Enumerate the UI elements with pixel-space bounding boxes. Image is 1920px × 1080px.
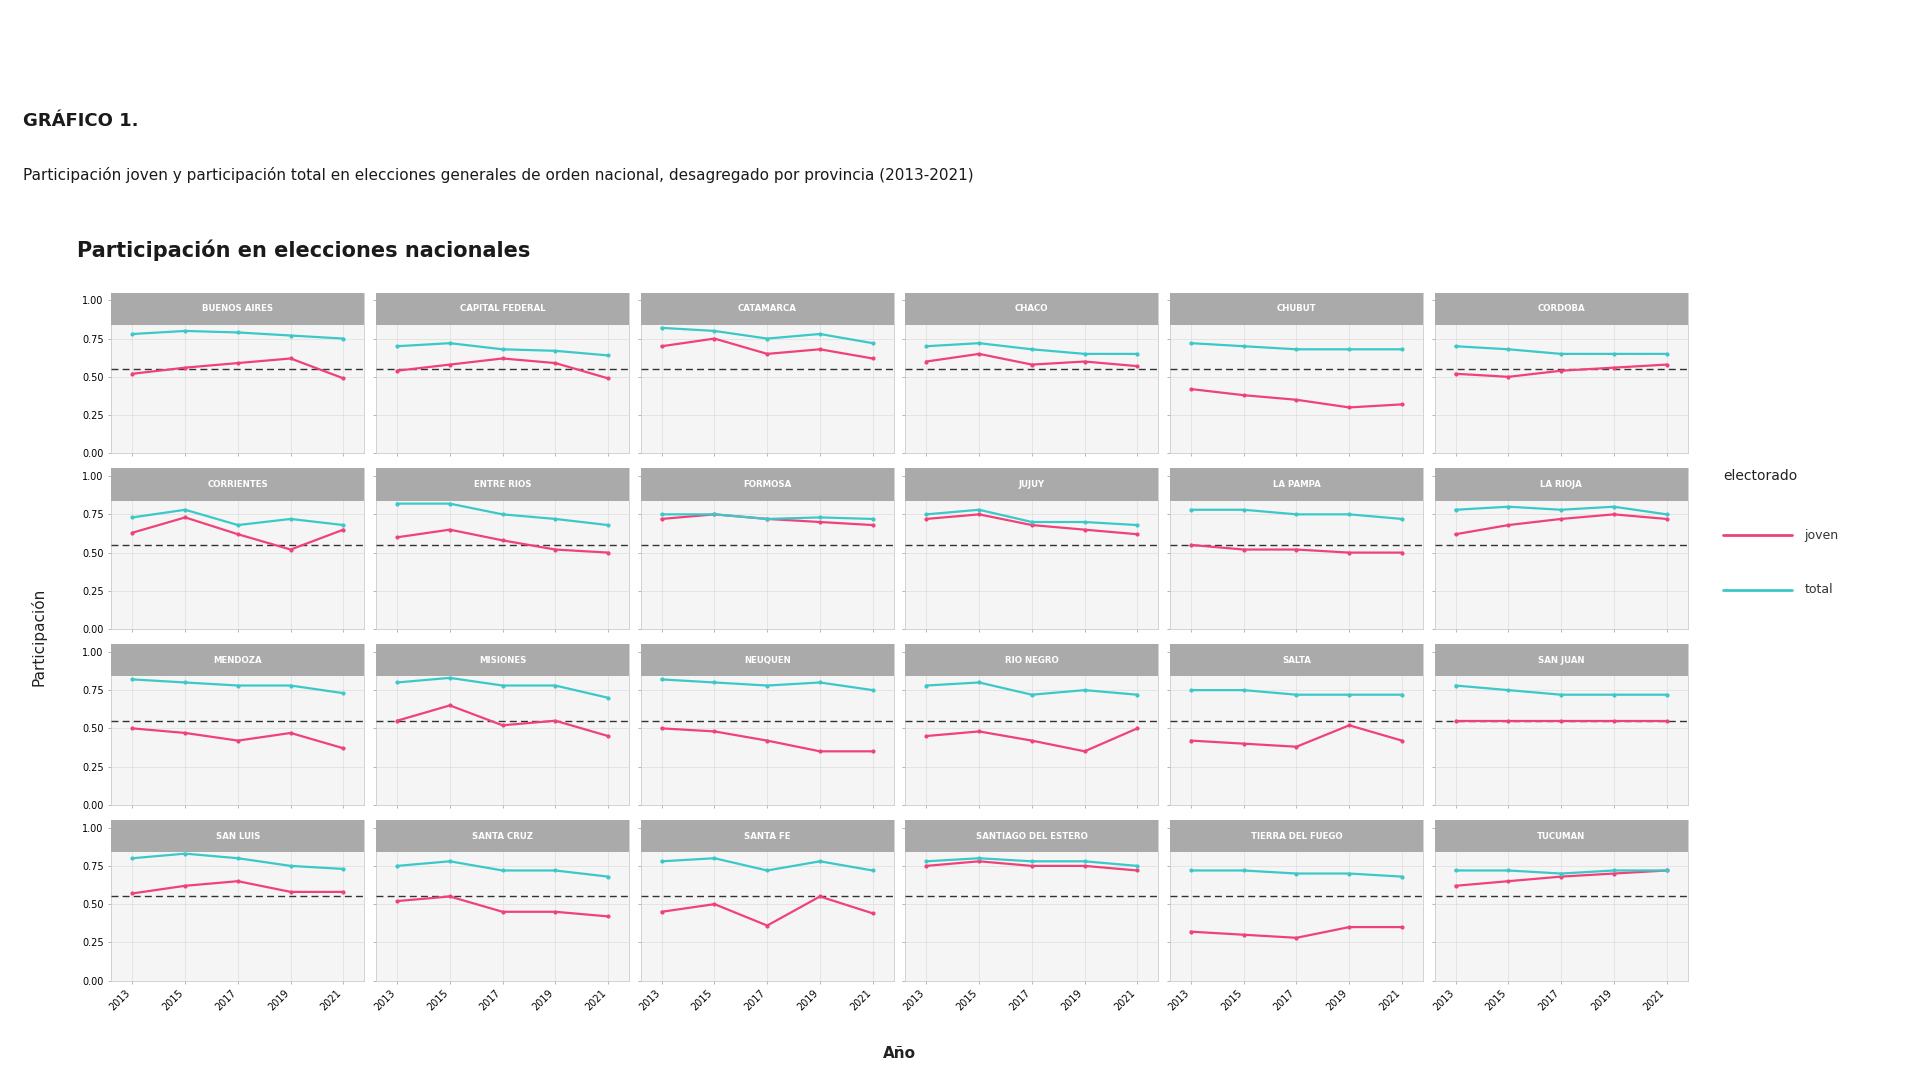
Bar — [376, 293, 630, 325]
Text: MENDOZA: MENDOZA — [213, 656, 263, 665]
Bar — [641, 644, 893, 676]
Text: Participación: Participación — [31, 588, 46, 686]
Text: SALTA: SALTA — [1283, 656, 1311, 665]
Text: GRÁFICO 1.: GRÁFICO 1. — [23, 112, 138, 131]
Text: TUCUMAN: TUCUMAN — [1538, 832, 1586, 840]
Text: CHACO: CHACO — [1016, 305, 1048, 313]
Text: SANTA FE: SANTA FE — [743, 832, 791, 840]
Text: CHUBUT: CHUBUT — [1277, 305, 1317, 313]
Text: JUJUY: JUJUY — [1020, 480, 1044, 489]
Bar — [906, 293, 1158, 325]
Bar — [641, 469, 893, 501]
Text: ENTRE RIOS: ENTRE RIOS — [474, 480, 532, 489]
Bar — [1169, 469, 1423, 501]
Text: MISIONES: MISIONES — [478, 656, 526, 665]
Bar — [1434, 820, 1688, 852]
Bar — [906, 644, 1158, 676]
Text: SAN LUIS: SAN LUIS — [215, 832, 259, 840]
Bar — [641, 820, 893, 852]
Text: Participación en elecciones nacionales: Participación en elecciones nacionales — [77, 240, 530, 260]
Text: FORMOSA: FORMOSA — [743, 480, 791, 489]
Text: CAPITAL FEDERAL: CAPITAL FEDERAL — [459, 305, 545, 313]
Bar — [1169, 644, 1423, 676]
Text: SANTA CRUZ: SANTA CRUZ — [472, 832, 534, 840]
Text: TIERRA DEL FUEGO: TIERRA DEL FUEGO — [1250, 832, 1342, 840]
Text: LA PAMPA: LA PAMPA — [1273, 480, 1321, 489]
Bar — [906, 469, 1158, 501]
Text: total: total — [1805, 583, 1834, 596]
Text: CATAMARCA: CATAMARCA — [737, 305, 797, 313]
Text: Participación joven y participación total en elecciones generales de orden nacio: Participación joven y participación tota… — [23, 166, 973, 183]
Bar — [1434, 644, 1688, 676]
Text: LA RIOJA: LA RIOJA — [1540, 480, 1582, 489]
Bar — [641, 293, 893, 325]
Bar — [111, 469, 365, 501]
Bar — [376, 820, 630, 852]
Bar — [111, 644, 365, 676]
Bar — [1434, 293, 1688, 325]
Bar — [376, 469, 630, 501]
Bar — [1169, 293, 1423, 325]
Bar — [376, 644, 630, 676]
Text: NEUQUEN: NEUQUEN — [743, 656, 791, 665]
Text: BUENOS AIRES: BUENOS AIRES — [202, 305, 273, 313]
Text: Año: Año — [883, 1045, 916, 1061]
Text: electorado: electorado — [1724, 469, 1797, 483]
Text: SAN JUAN: SAN JUAN — [1538, 656, 1584, 665]
Bar — [906, 820, 1158, 852]
Text: SANTIAGO DEL ESTERO: SANTIAGO DEL ESTERO — [975, 832, 1089, 840]
Bar — [1434, 469, 1688, 501]
Text: joven: joven — [1805, 529, 1839, 542]
Bar — [111, 293, 365, 325]
Bar — [111, 820, 365, 852]
Text: RIO NEGRO: RIO NEGRO — [1004, 656, 1058, 665]
Text: CORRIENTES: CORRIENTES — [207, 480, 269, 489]
Text: CORDOBA: CORDOBA — [1538, 305, 1584, 313]
Bar — [1169, 820, 1423, 852]
